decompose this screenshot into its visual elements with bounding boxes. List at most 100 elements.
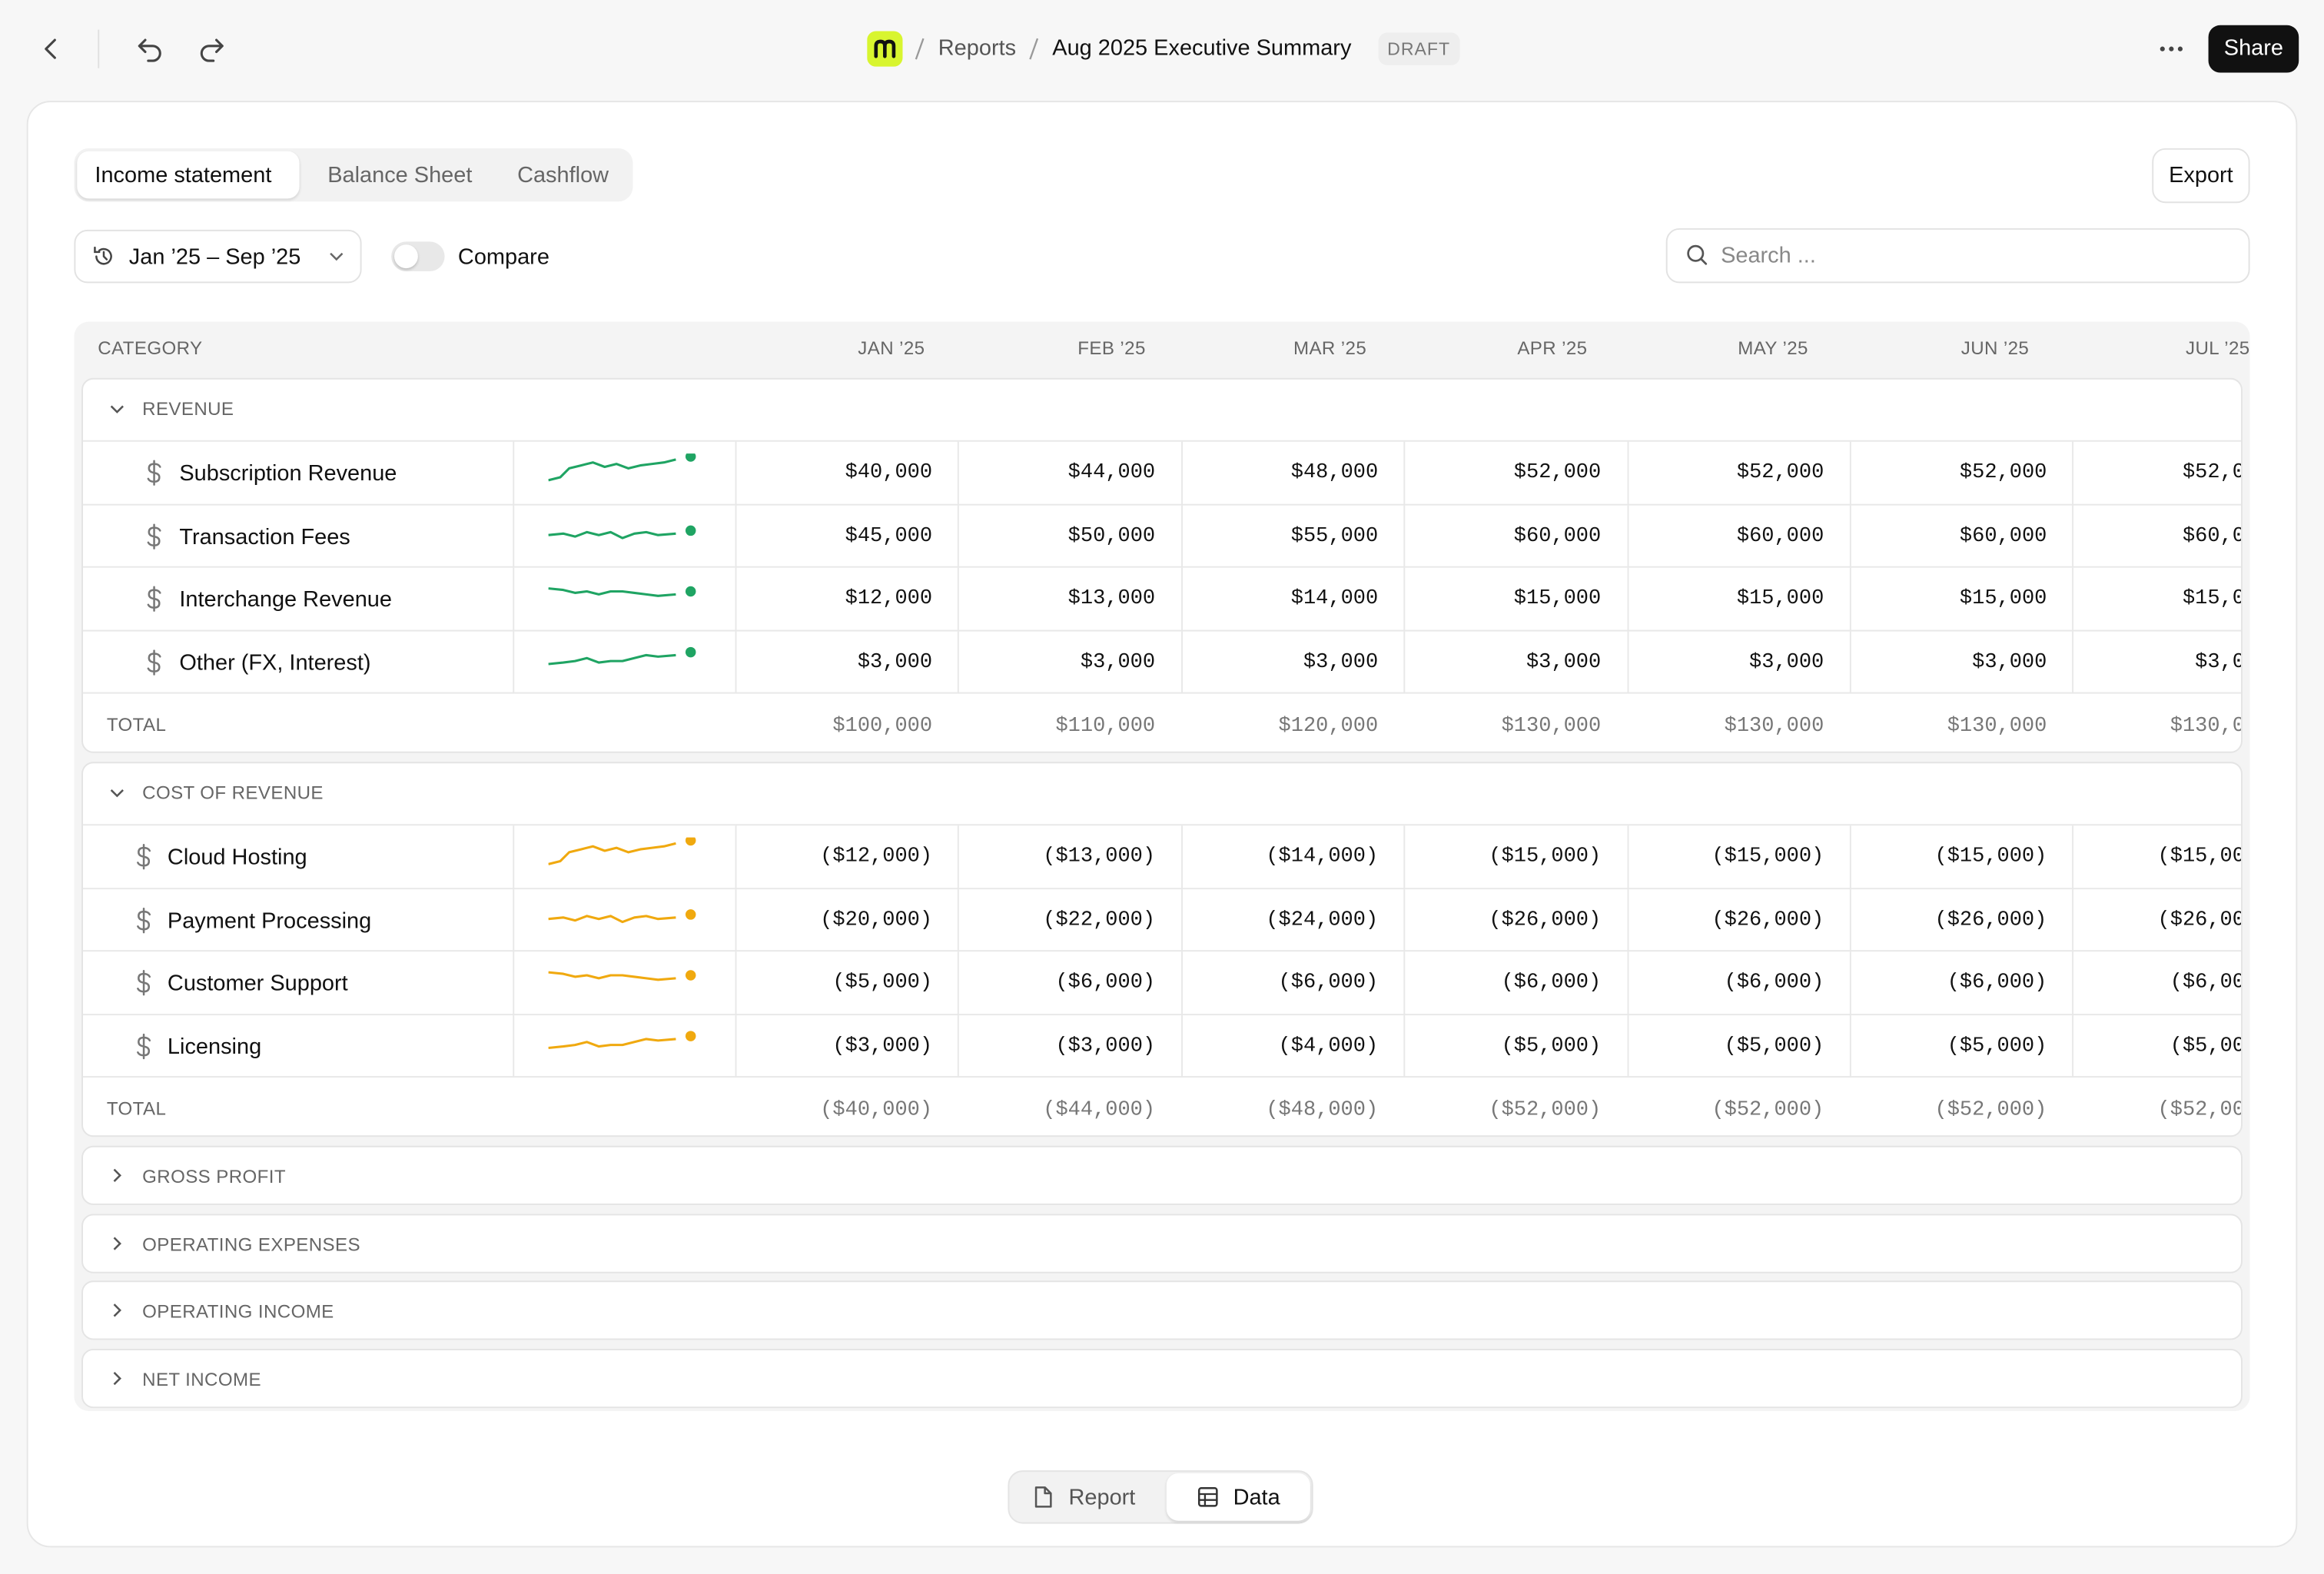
section-title: OPERATING EXPENSES: [142, 1234, 360, 1255]
date-range: Jan ’25 – Sep ’25: [128, 244, 301, 270]
cell-divider: [1849, 951, 1851, 1015]
back-button[interactable]: [35, 34, 65, 64]
cell-divider: [958, 441, 960, 505]
section-header[interactable]: GROSS PROFIT: [83, 1147, 2241, 1204]
cell-divider: [735, 630, 737, 694]
cell-divider: [1180, 1014, 1183, 1078]
cell-divider: [958, 567, 960, 631]
table-section: COST OF REVENUE Cloud Hosting ($12,000) ($1…: [81, 762, 2243, 1137]
cell-value: $60,000: [1736, 525, 1824, 546]
search-icon: [1687, 244, 1708, 265]
cell-divider: [1180, 888, 1183, 952]
cell-value: ($5,000): [1501, 1035, 1602, 1057]
cell-divider: [735, 825, 737, 889]
dollar-icon: [147, 460, 161, 486]
table-row: Interchange Revenue $12,000 $13,000 $14,000…: [82, 566, 2241, 631]
cell-value: ($26,000): [1711, 909, 1824, 931]
cell-value: ($6,000): [1278, 972, 1379, 994]
tab[interactable]: Income statement: [95, 163, 272, 188]
total-value: ($44,000): [1043, 1098, 1156, 1122]
cell-divider: [1849, 504, 1851, 568]
cell-value: $50,000: [1067, 525, 1156, 546]
cell-divider: [1403, 888, 1406, 952]
row-label: Transaction Fees: [179, 523, 350, 550]
cell-divider: [2072, 951, 2074, 1015]
cell-divider: [513, 825, 515, 889]
column-header: APR ’25: [1517, 337, 1588, 359]
section-title: COST OF REVENUE: [142, 782, 324, 804]
tab[interactable]: Balance Sheet: [327, 163, 473, 188]
section-header[interactable]: COST OF REVENUE: [83, 763, 2241, 824]
chevron: [110, 405, 124, 413]
total-value: ($52,000): [1711, 1098, 1824, 1122]
compare-toggle[interactable]: [391, 241, 445, 271]
table-row: Customer Support ($5,000) ($6,000) ($6,000)…: [82, 950, 2241, 1015]
total-value: ($52,000): [2157, 1098, 2241, 1122]
cell-value: $13,000: [1067, 588, 1156, 609]
view-option[interactable]: Report: [1068, 1485, 1136, 1511]
column-header: CATEGORY: [98, 337, 203, 359]
column-header: JAN ’25: [858, 337, 925, 359]
more-button[interactable]: [2156, 34, 2186, 64]
cell-divider: [1849, 888, 1851, 952]
cell-value: $15,000: [1959, 588, 2047, 609]
cell-divider: [513, 951, 515, 1015]
cell-divider: [1180, 630, 1183, 694]
column-header: FEB ’25: [1077, 337, 1146, 359]
table-row: Licensing ($3,000) ($3,000) ($4,000) ($5,000…: [82, 1013, 2241, 1078]
section-header[interactable]: OPERATING INCOME: [83, 1282, 2241, 1338]
total-value: $130,000: [1501, 714, 1602, 739]
cell-value: ($12,000): [820, 846, 933, 868]
search-box[interactable]: [1665, 227, 2250, 284]
cell-value: ($6,000): [1947, 972, 2047, 994]
cell-divider: [1403, 630, 1406, 694]
cell-divider: [513, 504, 515, 568]
cell-divider: [2072, 1014, 2074, 1078]
total-row: TOTAL ($40,000) ($44,000) ($48,000) ($52,000…: [82, 1076, 2241, 1135]
section-header[interactable]: NET INCOME: [83, 1350, 2241, 1406]
section-header[interactable]: REVENUE: [83, 380, 2241, 440]
sparkline: [548, 586, 696, 597]
cell-value: $60,000: [1513, 525, 1602, 546]
table-row: Other (FX, Interest) $3,000 $3,000 $3,000 $3…: [82, 629, 2241, 694]
data-icon: [1197, 1487, 1218, 1507]
cell-value: ($5,000): [832, 972, 933, 994]
section-title: REVENUE: [142, 398, 234, 420]
total-value: ($48,000): [1266, 1098, 1379, 1122]
cell-value: $52,000: [2182, 462, 2243, 483]
cell-divider: [958, 825, 960, 889]
cell-value: ($15,000): [1711, 846, 1824, 868]
breadcrumb-link[interactable]: Reports: [938, 35, 1017, 61]
share-button[interactable]: Share: [2208, 25, 2299, 73]
cell-value: ($3,000): [832, 1035, 933, 1057]
export-button[interactable]: Export: [2152, 148, 2250, 204]
sparkline: [548, 646, 696, 665]
cell-divider: [2072, 630, 2074, 694]
cell-divider: [1403, 951, 1406, 1015]
section-header[interactable]: OPERATING EXPENSES: [83, 1214, 2241, 1270]
row-label: Customer Support: [167, 971, 348, 996]
view-option[interactable]: Data: [1233, 1485, 1280, 1511]
tab[interactable]: Cashflow: [517, 163, 609, 188]
row-label: Other (FX, Interest): [179, 649, 371, 676]
cell-value: ($15,000): [2157, 846, 2241, 868]
cell-value: ($26,000): [2157, 909, 2241, 931]
cell-divider: [513, 567, 515, 631]
cell-divider: [513, 888, 515, 952]
cell-value: $52,000: [1513, 462, 1602, 483]
cell-value: $15,000: [1513, 588, 1602, 609]
compare-label: Compare: [457, 244, 549, 270]
cell-divider: [735, 888, 737, 952]
cell-value: $45,000: [845, 525, 933, 546]
redo-button[interactable]: [197, 34, 227, 64]
cell-divider: [1180, 567, 1183, 631]
dollar-icon: [137, 969, 151, 996]
cell-value: ($15,000): [1489, 846, 1602, 868]
cell-value: $3,000: [857, 651, 933, 672]
cell-value: $48,000: [1290, 462, 1379, 483]
undo-button[interactable]: [134, 34, 164, 64]
date-picker[interactable]: [74, 229, 362, 284]
row-label: Licensing: [167, 1034, 262, 1059]
